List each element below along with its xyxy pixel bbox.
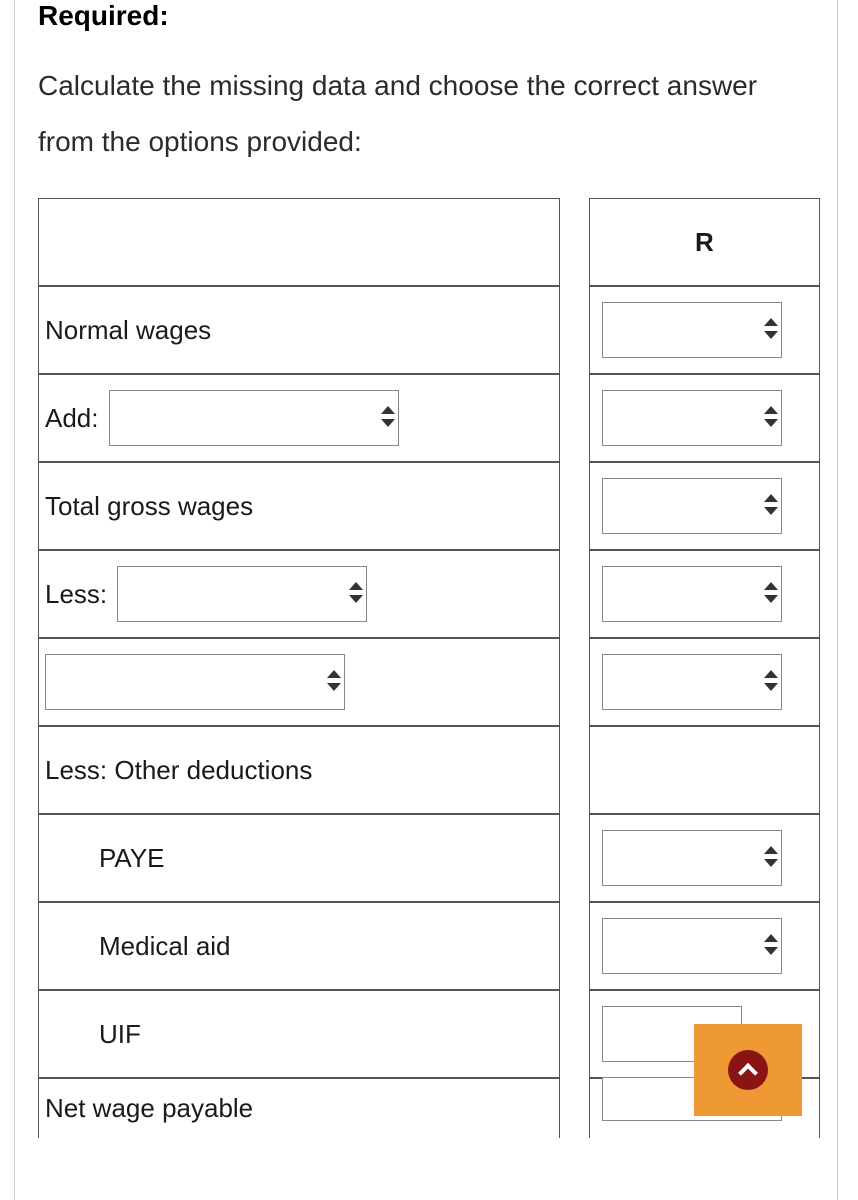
value-cell-total-gross (589, 462, 820, 550)
label-net-wage: Net wage payable (38, 1078, 560, 1138)
left-vertical-rule (14, 0, 15, 1200)
label-add: Add: (38, 374, 560, 462)
row-add: Add: (38, 374, 820, 462)
value-cell-add (589, 374, 820, 462)
header-label-cell (38, 198, 560, 286)
label-less: Less: (38, 550, 560, 638)
value-cell-normal-wages (589, 286, 820, 374)
wages-table: R Normal wages Add: Total g (38, 198, 820, 1138)
label-total-gross: Total gross wages (38, 462, 560, 550)
row-other-deductions: Less: Other deductions (38, 726, 820, 814)
label-normal-wages: Normal wages (38, 286, 560, 374)
add-label-text: Add: (45, 403, 99, 434)
select-blank-value[interactable] (602, 654, 782, 710)
chevron-up-icon (728, 1050, 768, 1090)
label-uif: UIF (38, 990, 560, 1078)
instruction-text: Calculate the missing data and choose th… (38, 58, 820, 170)
currency-header-cell: R (589, 198, 820, 286)
select-medical-aid-value[interactable] (602, 918, 782, 974)
label-medical-aid: Medical aid (38, 902, 560, 990)
select-total-gross-value[interactable] (602, 478, 782, 534)
scroll-to-top-button[interactable] (694, 1024, 802, 1116)
value-cell-medical-aid (589, 902, 820, 990)
select-add-item[interactable] (109, 390, 399, 446)
select-less-value[interactable] (602, 566, 782, 622)
value-cell-blank (589, 638, 820, 726)
select-normal-wages-value[interactable] (602, 302, 782, 358)
section-heading: Required: (38, 0, 820, 32)
row-paye: PAYE (38, 814, 820, 902)
select-blank-item[interactable] (45, 654, 345, 710)
less-label-text: Less: (45, 579, 107, 610)
value-cell-other-deductions (589, 726, 820, 814)
select-paye-value[interactable] (602, 830, 782, 886)
row-blank-select (38, 638, 820, 726)
value-cell-less (589, 550, 820, 638)
row-medical-aid: Medical aid (38, 902, 820, 990)
select-add-value[interactable] (602, 390, 782, 446)
table-header-row: R (38, 198, 820, 286)
gap-cell (560, 198, 589, 286)
row-total-gross: Total gross wages (38, 462, 820, 550)
row-normal-wages: Normal wages (38, 286, 820, 374)
row-less: Less: (38, 550, 820, 638)
select-less-item[interactable] (117, 566, 367, 622)
value-cell-paye (589, 814, 820, 902)
right-vertical-rule (837, 0, 838, 1200)
label-blank (38, 638, 560, 726)
label-paye: PAYE (38, 814, 560, 902)
label-other-deductions: Less: Other deductions (38, 726, 560, 814)
